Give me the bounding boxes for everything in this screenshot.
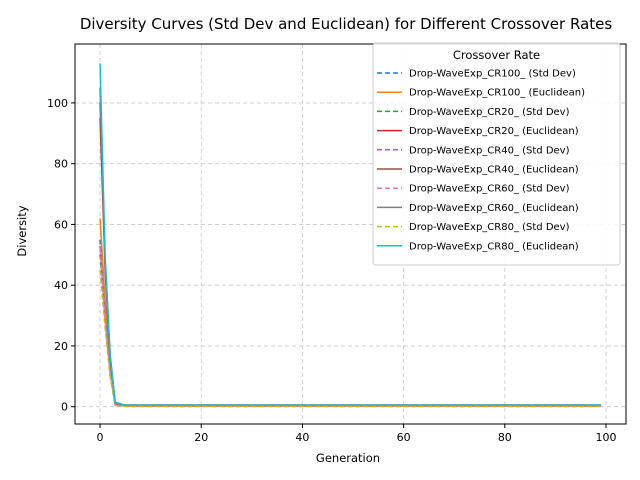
legend-entry: Drop-WaveExp_CR20_ (Std Dev) <box>409 107 570 118</box>
chart-title: Diversity Curves (Std Dev and Euclidean)… <box>80 15 613 33</box>
legend-box <box>372 42 621 266</box>
x-tick-label: 20 <box>194 431 208 444</box>
x-tick-label: 60 <box>397 431 411 444</box>
series-line-8 <box>99 269 601 408</box>
legend-entry: Drop-WaveExp_CR100_ (Std Dev) <box>409 69 576 80</box>
legend-entry: Drop-WaveExp_CR60_ (Euclidean) <box>409 203 579 214</box>
legend-entry: Drop-WaveExp_CR80_ (Euclidean) <box>409 241 579 252</box>
x-tick-label: 100 <box>596 431 617 444</box>
series-line-2 <box>99 254 601 408</box>
series-line-9 <box>99 63 601 406</box>
plot-frame <box>74 43 627 425</box>
legend-entry: Drop-WaveExp_CR40_ (Std Dev) <box>409 145 570 156</box>
x-tick-label: 80 <box>498 431 512 444</box>
legend-title: Crossover Rate <box>453 48 540 62</box>
x-tick-label: 40 <box>295 431 309 444</box>
legend-entry: Drop-WaveExp_CR80_ (Std Dev) <box>409 222 570 233</box>
y-tick-label: 40 <box>54 279 68 292</box>
y-tick-label: 0 <box>61 401 68 414</box>
legend: Crossover Rate Drop-WaveExp_CR100_ (Std D… <box>372 42 621 266</box>
axis-ticks: 0 20 40 60 80 100 0 20 40 60 80 100 <box>47 97 617 444</box>
y-axis-label: Diversity <box>15 205 29 256</box>
legend-entry: Drop-WaveExp_CR60_ (Std Dev) <box>409 184 570 195</box>
y-tick-label: 20 <box>54 340 68 353</box>
legend-entry: Drop-WaveExp_CR100_ (Euclidean) <box>409 88 585 99</box>
series-line-4 <box>99 245 601 407</box>
x-tick-label: 0 <box>97 431 104 444</box>
series-group <box>99 63 601 408</box>
legend-entry: Drop-WaveExp_CR20_ (Euclidean) <box>409 126 579 137</box>
series-line-6 <box>99 248 601 407</box>
y-tick-label: 60 <box>54 218 68 231</box>
x-axis-label: Generation <box>316 451 380 465</box>
legend-entry: Drop-WaveExp_CR40_ (Euclidean) <box>409 165 579 176</box>
y-tick-label: 80 <box>54 158 68 171</box>
y-tick-label: 100 <box>47 97 68 110</box>
